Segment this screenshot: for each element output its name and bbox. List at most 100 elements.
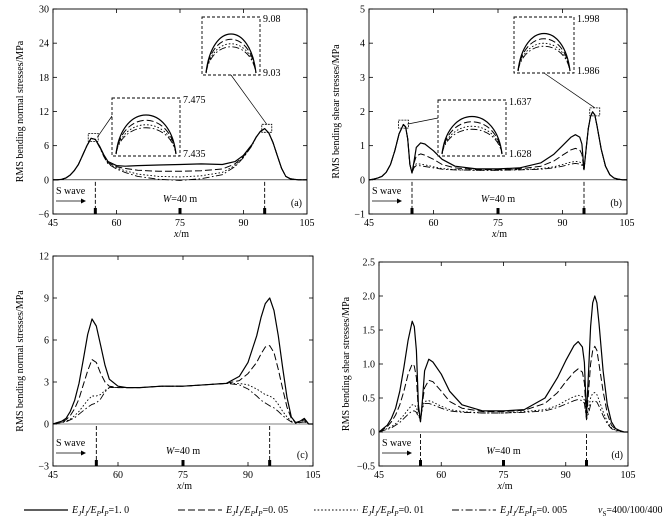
panel-label: (b) [610,198,622,209]
legend-label-part: I [370,505,375,516]
wave-arrow-head [81,450,86,456]
center-marker [496,208,500,214]
series-line [53,345,313,425]
legend-label-sub: J [85,510,89,518]
y-axis-label: RMS bending normal stresses/MPa [15,40,26,182]
zoom-curve [517,32,571,72]
x-tick-label: 60 [429,218,439,229]
legend-label-sub: J [506,510,510,518]
zoom-curve [115,127,177,155]
series-line [379,295,628,433]
zoom-bottom-value: 9.03 [263,68,281,79]
zoom-inset-right [513,16,575,74]
y-axis-label: RMS bending shear stresses/MPa [341,296,352,431]
y-tick-label: −6 [38,210,49,221]
legend-label-sub: P [96,510,102,518]
y-tick-label: 3 [44,378,49,389]
joint-marker [263,208,267,214]
series-line [379,398,628,433]
panel-label: (a) [291,198,302,209]
series-line [53,128,307,181]
y-tick-label: 30 [39,5,49,16]
zoom-curve [441,125,503,155]
legend-note-main: v [598,505,603,516]
legend-label-part: /E [87,505,97,516]
x-axis-label-var: x [176,481,182,492]
y-tick-label: 0 [44,420,49,431]
zoom-connector-left [96,115,113,138]
zoom-curves-left [441,116,503,155]
series-line [369,111,627,181]
legend-note-sub: S [602,510,606,518]
legend-label-part: I [528,505,533,516]
zoom-curve [441,121,503,155]
legend-label: EJIJ/EPIP=0. 05 [225,505,288,518]
wave-arrow-head [81,198,86,204]
width-label-var: W [163,194,173,205]
zoom-curves-left [115,114,177,155]
series-group [53,128,307,181]
legend-label-sub: P [531,510,537,518]
y-tick-label: 0 [370,428,375,439]
series-line [379,345,628,433]
zoom-top-value: 1.998 [577,14,600,25]
x-axis-label-var: x [491,229,497,240]
center-marker [502,460,505,466]
legend-label-part: /E [241,505,251,516]
y-tick-label: 12 [39,107,49,118]
wave-label: S wave [56,438,86,449]
width-label: W=40 m [481,194,515,205]
chart-panel: −6 0 6 12 18 24 30 45 60 75 90 105 x/m RMS bending no… [15,5,315,241]
legend-note: vS=400/100/400 [598,505,663,518]
width-label-var: W [166,446,176,457]
x-tick-label: 45 [48,470,58,481]
y-tick-label: 0 [44,175,49,186]
zoom-marker-left [87,133,99,142]
legend-label-part: /E [515,505,525,516]
x-axis-label: x/m [497,481,513,492]
zoom-curve [517,38,571,72]
x-axis-label-unit: /m [496,229,507,240]
zoom-curves-right [517,32,571,72]
zoom-curve [205,38,257,74]
y-tick-label: 24 [39,39,49,50]
y-tick-label: 9 [44,294,49,305]
x-tick-label: 90 [561,470,571,481]
x-tick-label: 45 [364,218,374,229]
x-axis-label: x/m [176,481,192,492]
joint-marker [410,208,414,214]
x-axis-label: x/m [491,229,507,240]
legend-label-part: E [71,505,78,516]
joint-marker [268,460,272,466]
legend-label-part: I [254,505,259,516]
zoom-curve [115,114,177,155]
legend-label-sub: J [513,510,517,518]
x-tick-label: 90 [558,218,568,229]
zoom-inset-right [201,16,261,76]
y-tick-label: 1.5 [363,326,376,337]
center-marker [181,460,185,466]
legend-label-sub: P [386,510,392,518]
zoom-bottom-value: 1.628 [509,149,532,160]
y-tick-label: 18 [39,73,49,84]
zoom-bottom-value: 7.435 [183,149,206,160]
wave-arrow-head [407,450,412,456]
x-axis-label: x/m [173,229,189,240]
series-line [53,382,313,425]
zoom-top-value: 1.637 [509,97,532,108]
y-axis-label: RMS bending normal stresses/MPa [15,290,26,432]
zoom-bottom-value: 1.986 [577,66,600,77]
y-tick-label: 2 [360,107,365,118]
width-label-var: W [481,194,491,205]
zoom-curve [205,33,257,74]
zoom-connector-left [407,117,439,125]
legend-label-part: I [508,505,513,516]
joint-marker [419,460,422,466]
zoom-inset-left [437,99,507,157]
x-tick-label: 60 [436,470,446,481]
legend: EJIJ/EPIP=1. 0 EJIJ/EPIP=0. 05 EJIJ/EPIP=0… [24,505,663,518]
legend-label-sub: J [368,510,372,518]
zoom-curve [205,43,257,74]
